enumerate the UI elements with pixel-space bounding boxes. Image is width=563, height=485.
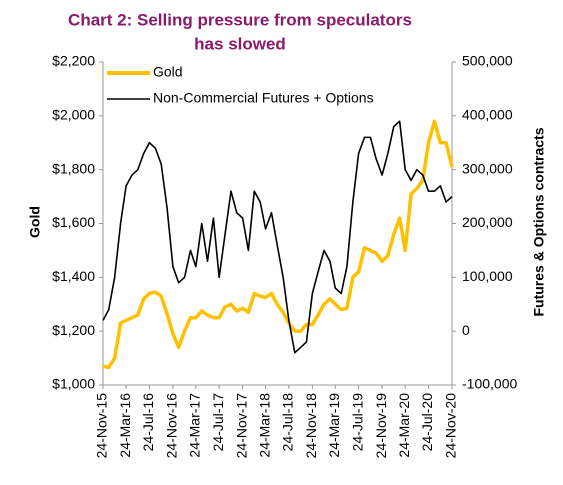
x-tick-label: 24-Jul-16 — [140, 393, 156, 452]
y2-tick-label: 100,000 — [462, 268, 513, 284]
y-tick-label: $1,200 — [52, 322, 95, 338]
data-line — [102, 120, 453, 354]
y-tick-label: $2,000 — [52, 107, 95, 123]
legend-label: Gold — [153, 64, 183, 80]
x-tick-label: 24-Jul-17 — [210, 393, 226, 452]
y-tick-label: $1,600 — [52, 214, 95, 230]
y-tick-label: $1,000 — [52, 376, 95, 392]
y-tick-label: $1,400 — [52, 268, 95, 284]
data-line — [102, 119, 454, 370]
x-tick-label: 24-Nov-18 — [303, 393, 319, 459]
y2-tick-label: 300,000 — [462, 160, 513, 176]
y2-tick-label: 0 — [462, 322, 470, 338]
x-tick-label: 24-Mar-20 — [396, 393, 412, 458]
y-tick-label: $1,800 — [52, 160, 95, 176]
x-tick-label: 24-Mar-17 — [187, 393, 203, 458]
y2-axis-title: Futures & Options contracts — [531, 127, 547, 316]
legend-label: Non-Commercial Futures + Options — [153, 90, 374, 106]
x-tick-label: 24-Nov-20 — [443, 393, 459, 459]
x-tick-label: 24-Nov-15 — [94, 393, 110, 459]
x-tick-label: 24-Jul-20 — [419, 393, 435, 452]
chart-title: has slowed — [194, 34, 286, 53]
x-tick-label: 24-Jul-18 — [280, 393, 296, 452]
y2-tick-label: 200,000 — [462, 214, 513, 230]
x-tick-label: 24-Nov-16 — [164, 393, 180, 459]
x-tick-label: 24-Mar-16 — [117, 393, 133, 458]
x-tick-label: 24-Nov-19 — [373, 393, 389, 459]
x-tick-label: 24-Jul-19 — [349, 393, 365, 452]
y2-tick-label: 500,000 — [462, 53, 513, 69]
y2-tick-label: -100,000 — [462, 376, 517, 392]
x-tick-label: 24-Mar-19 — [326, 393, 342, 458]
y-tick-label: $2,200 — [52, 53, 95, 69]
x-tick-label: 24-Nov-17 — [233, 393, 249, 459]
y-axis-title: Gold — [27, 206, 43, 238]
y2-tick-label: 400,000 — [462, 107, 513, 123]
chart-title: Chart 2: Selling pressure from speculato… — [68, 10, 412, 29]
x-tick-label: 24-Mar-18 — [256, 393, 272, 458]
